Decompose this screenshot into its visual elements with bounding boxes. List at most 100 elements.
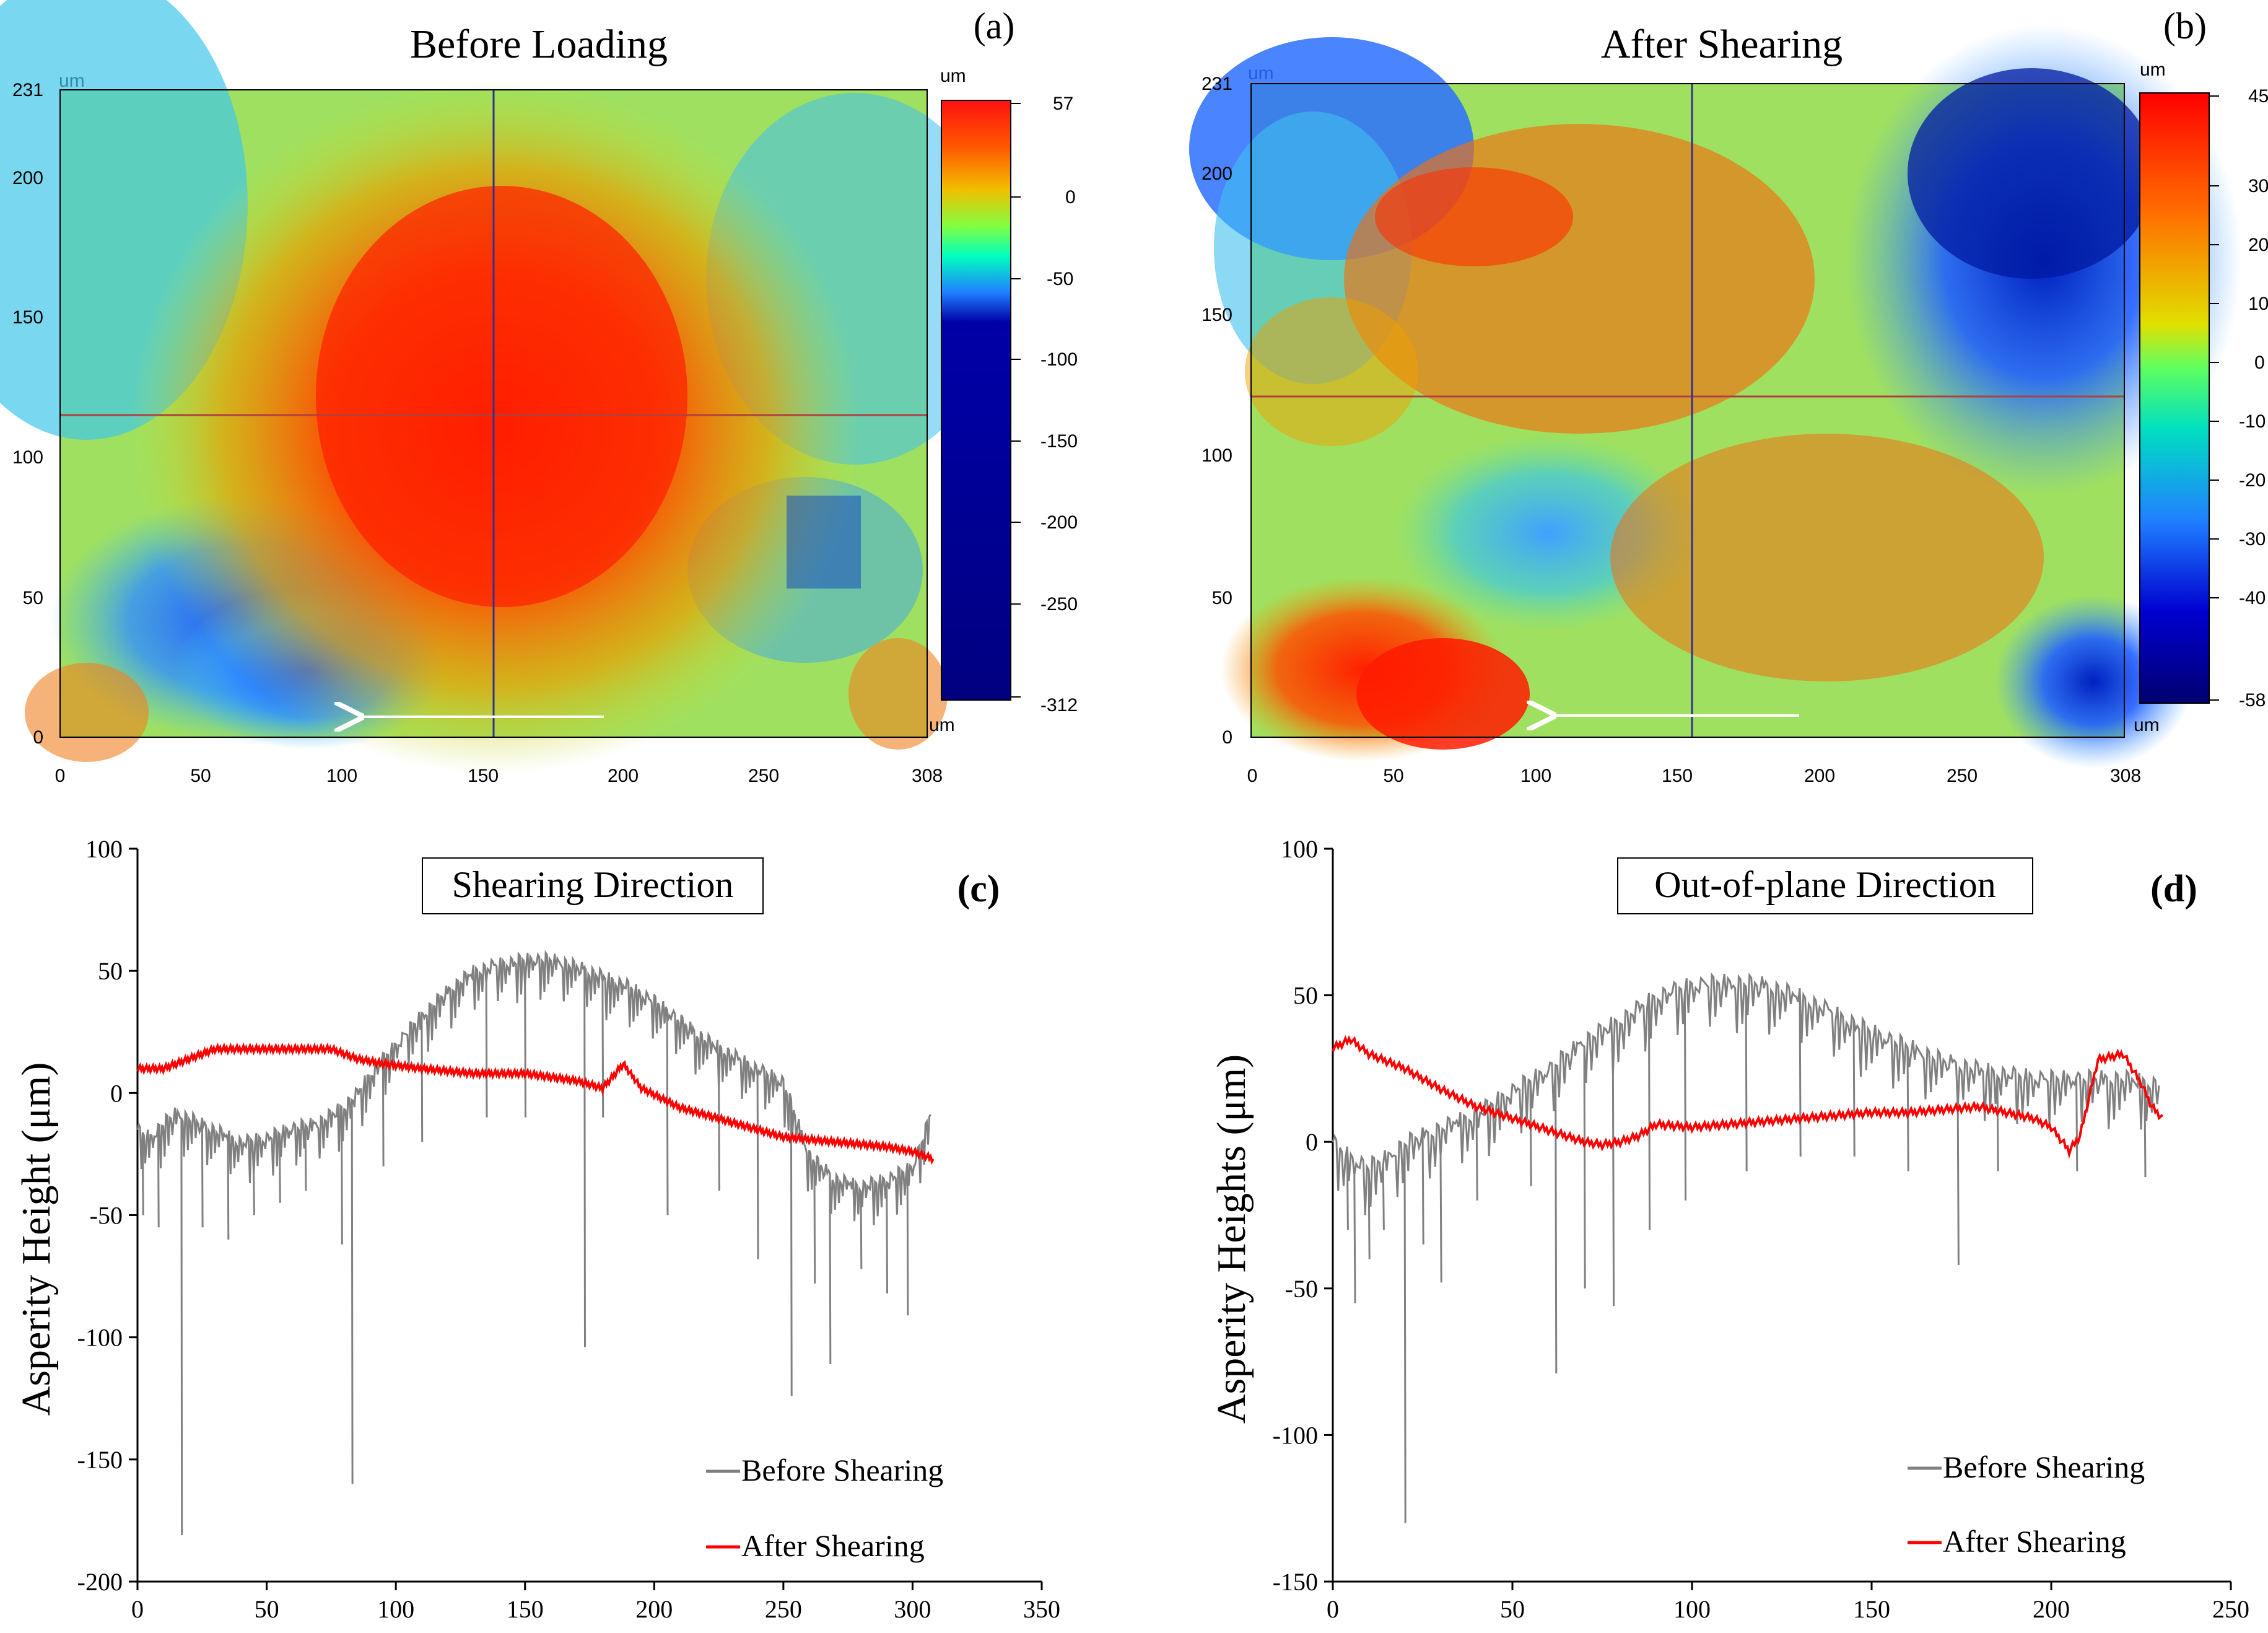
panel-b-title: After Shearing bbox=[1601, 22, 1843, 67]
y-tick: 200 bbox=[12, 168, 43, 188]
panel-b: After Shearing (b) um 0 50 100 1 bbox=[1189, 6, 2268, 786]
y-tick-label: -150 bbox=[77, 1446, 123, 1474]
panel-b-colorbar: um 45 30 20 10 0 -10 -20 -30 -40 -58 um bbox=[2134, 59, 2268, 735]
x-tick: 308 bbox=[2110, 766, 2141, 786]
panel-d-ylabel: Asperity Heights (μm) bbox=[1209, 1054, 1254, 1424]
cbar-tick: -58 bbox=[2239, 690, 2266, 711]
x-tick-label: 0 bbox=[131, 1595, 144, 1623]
cbar-tick: 45 bbox=[2248, 86, 2268, 107]
panel-c-title-box: Shearing Direction bbox=[422, 857, 764, 914]
panel-d-label: (d) bbox=[2150, 868, 2197, 910]
panel-d: 0 50 100 150 200 250 -150 -100 -50 0 50 100 Out-of-… bbox=[1209, 835, 2249, 1623]
y-tick: 150 bbox=[1202, 305, 1232, 325]
panel-c-legend: Before Shearing After Shearing bbox=[706, 1453, 943, 1563]
x-tick: 150 bbox=[468, 766, 499, 786]
panel-a-label: (a) bbox=[974, 6, 1015, 46]
y-tick-label: -50 bbox=[90, 1202, 123, 1230]
x-tick-label: 350 bbox=[1023, 1595, 1060, 1623]
y-tick: 50 bbox=[1212, 588, 1232, 608]
panel-a-title: Before Loading bbox=[410, 22, 668, 67]
cbar-tick: -100 bbox=[1040, 349, 1078, 370]
cbar-tick: -20 bbox=[2239, 470, 2266, 491]
y-tick-label: 100 bbox=[1281, 835, 1318, 863]
x-tick-label: 150 bbox=[1853, 1595, 1890, 1623]
panel-a-x-axis: 0 50 100 150 200 250 308 bbox=[55, 766, 943, 786]
x-tick-label: 200 bbox=[2033, 1595, 2070, 1623]
x-tick-label: 150 bbox=[507, 1595, 544, 1623]
x-tick: 250 bbox=[1947, 766, 1978, 786]
cbar-tick: -40 bbox=[2239, 588, 2266, 608]
x-tick-label: 50 bbox=[255, 1595, 279, 1623]
y-tick-label: 50 bbox=[98, 957, 123, 985]
cbar-tick: 20 bbox=[2248, 235, 2268, 255]
legend-before-label: Before Shearing bbox=[1943, 1450, 2145, 1484]
y-tick-label: -150 bbox=[1273, 1568, 1318, 1596]
colorbar-unit-top: um bbox=[940, 66, 966, 86]
x-tick: 0 bbox=[1247, 766, 1258, 786]
y-tick: 231 bbox=[1202, 74, 1232, 94]
cbar-tick: -30 bbox=[2239, 529, 2266, 549]
series-before-shearing-line bbox=[136, 950, 931, 1536]
series-after-shearing-line bbox=[1332, 1035, 2164, 1159]
y-tick: 150 bbox=[12, 307, 43, 328]
panel-d-plot: 0 50 100 150 200 250 -150 -100 -50 0 50 100 bbox=[1273, 835, 2249, 1623]
cbar-tick: 0 bbox=[2254, 352, 2265, 373]
y-tick-label: -100 bbox=[77, 1324, 123, 1352]
x-tick-label: 250 bbox=[2212, 1595, 2249, 1623]
cbar-tick: -312 bbox=[1040, 695, 1078, 716]
x-tick-label: 300 bbox=[894, 1595, 931, 1623]
x-tick-label: 200 bbox=[635, 1595, 673, 1623]
x-tick: 200 bbox=[1804, 766, 1835, 786]
y-tick: 100 bbox=[1202, 445, 1232, 466]
y-tick: 0 bbox=[1222, 727, 1232, 748]
panel-a-heatmap bbox=[0, 0, 1003, 774]
y-tick: 100 bbox=[12, 447, 43, 468]
panel-c-plot: 0 50 100 150 200 250 300 350 -200 -150 -100 -50 0 50 1… bbox=[77, 835, 1060, 1623]
y-tick: 200 bbox=[1202, 164, 1232, 184]
x-tick: 308 bbox=[912, 766, 943, 786]
cbar-tick: -200 bbox=[1040, 512, 1078, 533]
panel-c: 0 50 100 150 200 250 300 350 -200 -150 -100 -50 0 50 1… bbox=[14, 835, 1060, 1623]
x-tick-label: 50 bbox=[1500, 1595, 1525, 1623]
colorbar-unit-top: um bbox=[2140, 59, 2166, 80]
panel-c-ylabel: Asperity Height (μm) bbox=[14, 1062, 59, 1416]
y-tick-label: 0 bbox=[1306, 1128, 1318, 1156]
x-tick-label: 0 bbox=[1327, 1595, 1339, 1623]
panel-c-title: Shearing Direction bbox=[452, 864, 734, 905]
y-tick-label: -200 bbox=[77, 1568, 123, 1596]
x-tick: 100 bbox=[326, 766, 357, 786]
x-tick-label: 100 bbox=[1673, 1595, 1711, 1623]
x-tick: 200 bbox=[608, 766, 639, 786]
panel-c-label: (c) bbox=[957, 868, 1000, 910]
cbar-tick: 57 bbox=[1053, 94, 1073, 114]
panel-b-y-axis: 0 50 100 150 200 231 bbox=[1202, 74, 1232, 748]
x-tick: 150 bbox=[1662, 766, 1693, 786]
panel-b-label: (b) bbox=[2163, 6, 2207, 46]
cbar-tick: -50 bbox=[1047, 269, 1073, 289]
panel-b-heatmap bbox=[1189, 25, 2242, 768]
panel-d-legend: Before Shearing After Shearing bbox=[1908, 1450, 2145, 1559]
cbar-tick: 0 bbox=[1065, 187, 1076, 208]
panel-a-y-axis: 0 50 100 150 200 231 bbox=[12, 80, 43, 748]
y-tick: 231 bbox=[12, 80, 43, 100]
x-tick: 50 bbox=[190, 766, 211, 786]
y-tick-label: -100 bbox=[1273, 1421, 1318, 1449]
cbar-tick: 10 bbox=[2248, 294, 2268, 314]
cbar-tick: -250 bbox=[1040, 594, 1078, 615]
panel-a-colorbar: um 57 0 -50 -100 -150 -200 -250 -312 um bbox=[929, 66, 1078, 735]
cbar-tick: -10 bbox=[2239, 411, 2266, 432]
y-tick: 0 bbox=[33, 727, 43, 748]
x-tick-label: 250 bbox=[765, 1595, 802, 1623]
x-tick: 0 bbox=[55, 766, 66, 786]
legend-after-label: After Shearing bbox=[1943, 1524, 2126, 1559]
cbar-tick: -150 bbox=[1040, 431, 1078, 452]
panel-b-x-axis: 0 50 100 150 200 250 308 bbox=[1247, 766, 2141, 786]
cbar-tick: 30 bbox=[2248, 176, 2268, 196]
panel-d-title-box: Out-of-plane Direction bbox=[1617, 857, 2033, 914]
colorbar-unit-bottom: um bbox=[929, 715, 955, 735]
colorbar-unit-bottom: um bbox=[2134, 715, 2160, 735]
x-tick: 250 bbox=[748, 766, 779, 786]
series-after-shearing-line bbox=[136, 1042, 935, 1165]
y-tick-label: 0 bbox=[110, 1079, 123, 1107]
